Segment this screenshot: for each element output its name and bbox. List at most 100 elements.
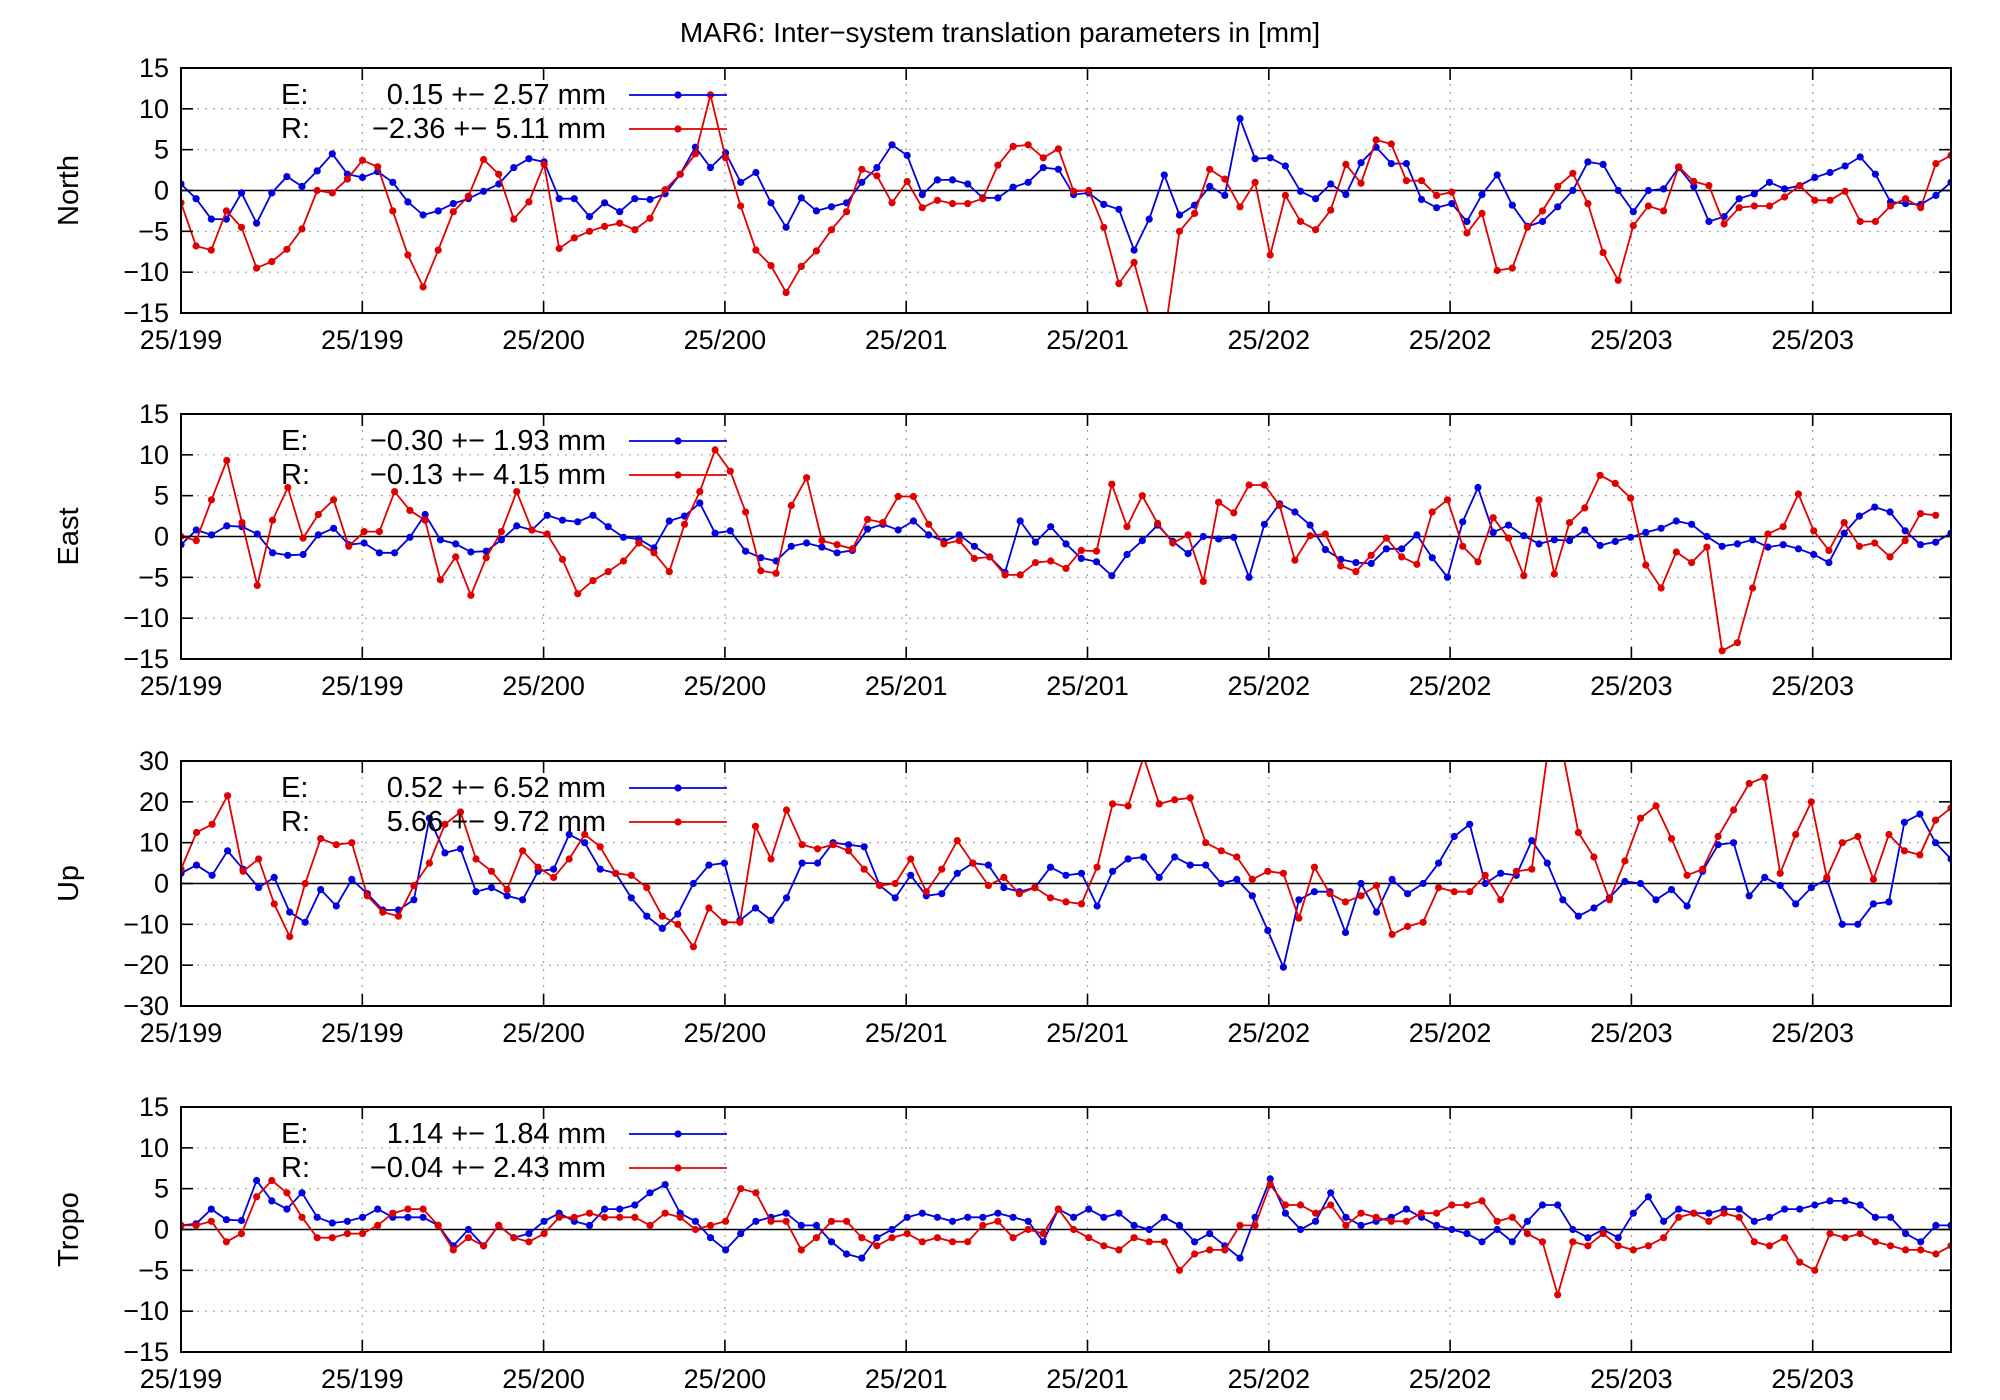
data-point (394, 912, 402, 920)
data-point (1367, 559, 1375, 568)
data-point (742, 508, 750, 516)
data-point (1077, 554, 1085, 563)
data-point (1130, 246, 1138, 254)
data-point (1667, 886, 1676, 894)
data-point (812, 1234, 821, 1242)
data-point (1916, 851, 1924, 859)
data-point (1672, 548, 1680, 556)
data-point (1296, 1201, 1305, 1209)
data-point (558, 555, 567, 564)
data-point (472, 888, 480, 896)
data-point (909, 492, 918, 501)
legend-stats-E: 0.15 +− 2.57 mm (387, 79, 606, 111)
data-point (691, 1217, 700, 1225)
data-point (827, 1238, 836, 1246)
legend-label-E: E: (281, 1118, 308, 1150)
data-point (1871, 539, 1879, 547)
x-tick-label: 25/199 (321, 671, 404, 701)
data-point (519, 896, 527, 904)
x-tick-label: 25/202 (1409, 325, 1492, 355)
data-point (268, 258, 276, 266)
data-point (1419, 918, 1427, 926)
data-point (752, 1189, 760, 1197)
data-point (348, 875, 356, 884)
y-tick-label: 10 (139, 828, 169, 858)
data-point (1652, 896, 1660, 904)
data-point (467, 548, 475, 556)
data-point (797, 194, 805, 202)
data-point (1642, 528, 1650, 537)
data-point (1745, 892, 1753, 900)
data-point (1614, 186, 1622, 195)
data-point (812, 207, 821, 215)
data-point (1279, 869, 1287, 877)
data-point (1885, 830, 1893, 839)
data-point (1714, 832, 1722, 841)
series-line-E (181, 115, 1951, 253)
data-point (1584, 158, 1592, 166)
data-point (1764, 530, 1772, 538)
data-point (313, 186, 321, 195)
data-point (1611, 537, 1619, 546)
data-point (1015, 890, 1024, 898)
data-point (1810, 550, 1818, 559)
data-point (843, 1217, 851, 1225)
data-point (1009, 1234, 1017, 1242)
data-point (909, 517, 918, 525)
data-point (1054, 145, 1062, 153)
data-point (1001, 571, 1009, 579)
data-point (1811, 173, 1819, 181)
data-point (1627, 494, 1635, 502)
data-point (798, 841, 806, 849)
data-point (1443, 573, 1452, 581)
data-point (979, 1221, 987, 1229)
data-point (737, 1185, 745, 1193)
data-point (858, 1254, 866, 1262)
data-point (1341, 898, 1350, 906)
legend-marker-E (674, 437, 682, 445)
data-point (1493, 171, 1501, 179)
data-point (1979, 857, 1986, 864)
y-tick-label: −10 (123, 603, 169, 633)
data-point (737, 202, 745, 210)
data-point (1886, 1213, 1895, 1221)
data-point (313, 1213, 321, 1221)
data-point (631, 226, 639, 234)
data-point (1435, 859, 1443, 867)
y-tick-label: 15 (139, 53, 169, 83)
legend-stats-R: −0.04 +− 2.43 mm (370, 1152, 606, 1184)
data-point (1296, 217, 1305, 226)
data-point (1450, 832, 1458, 841)
data-point (525, 155, 533, 163)
data-point (1341, 928, 1350, 937)
data-point (510, 215, 518, 223)
data-point (1523, 1217, 1531, 1225)
data-point (1796, 1205, 1804, 1213)
data-point (782, 1209, 790, 1217)
data-point (192, 537, 200, 545)
data-point (876, 881, 884, 890)
data-point (1145, 215, 1153, 223)
data-point (237, 189, 246, 197)
data-point (1596, 471, 1604, 479)
data-point (994, 194, 1002, 202)
data-point (1417, 1209, 1426, 1217)
data-point (192, 828, 201, 837)
data-point (736, 918, 744, 926)
data-point (1508, 1213, 1516, 1221)
data-point (1750, 1238, 1758, 1246)
data-point (1730, 806, 1738, 814)
legend-label-R: R: (281, 113, 310, 145)
data-point (798, 859, 806, 867)
data-point (1279, 963, 1287, 971)
data-point (1092, 547, 1101, 555)
data-point (1108, 572, 1116, 580)
data-point (1357, 159, 1365, 167)
data-point (1474, 483, 1482, 492)
data-point (1191, 1250, 1199, 1258)
data-point (363, 892, 371, 900)
data-point (1856, 153, 1864, 161)
data-point (1826, 196, 1834, 204)
data-point (1565, 537, 1574, 545)
data-point (1039, 1238, 1047, 1246)
